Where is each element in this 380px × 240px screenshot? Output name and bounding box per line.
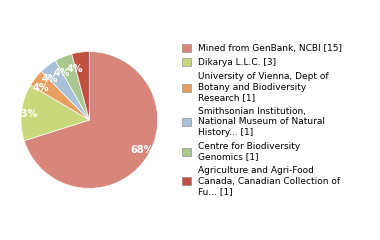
Wedge shape	[21, 85, 89, 141]
Wedge shape	[24, 52, 158, 188]
Legend: Mined from GenBank, NCBI [15], Dikarya L.L.C. [3], University of Vienna, Dept of: Mined from GenBank, NCBI [15], Dikarya L…	[179, 41, 345, 199]
Wedge shape	[30, 71, 89, 120]
Text: 4%: 4%	[32, 83, 49, 93]
Wedge shape	[41, 60, 89, 120]
Text: 4%: 4%	[53, 67, 70, 78]
Wedge shape	[55, 54, 89, 120]
Wedge shape	[72, 52, 89, 120]
Text: 4%: 4%	[42, 74, 59, 84]
Text: 13%: 13%	[15, 109, 38, 119]
Text: 68%: 68%	[131, 145, 154, 155]
Text: 4%: 4%	[66, 64, 83, 74]
